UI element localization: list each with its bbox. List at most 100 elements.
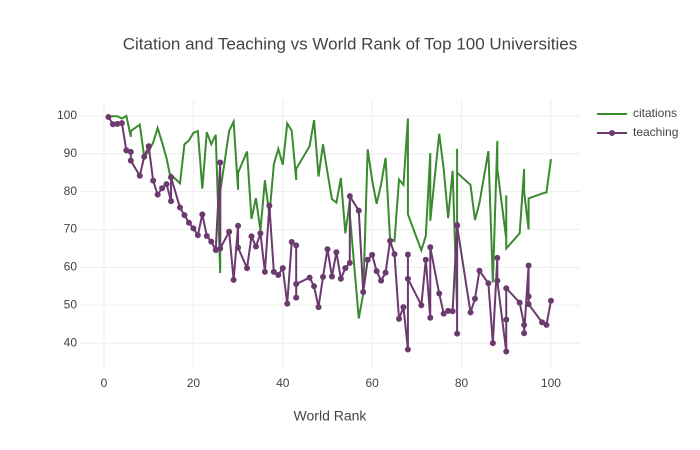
point [494,277,501,284]
point [235,244,242,251]
point [427,314,434,321]
point [346,193,353,200]
point [311,283,318,290]
legend-label: teaching [633,125,678,139]
point [503,348,510,355]
point [109,121,116,128]
y-tick-label: 40 [64,335,78,349]
point [145,143,152,150]
point [373,268,380,275]
point [194,232,201,239]
point [454,222,461,229]
point [369,251,376,258]
point [141,153,148,160]
point [127,148,134,155]
point [168,198,175,205]
point [181,212,188,219]
point [485,280,492,287]
point [516,299,523,306]
point [471,295,478,302]
point [404,251,411,258]
series-line [108,114,552,319]
legend-marker [609,130,615,136]
legend-label: citations [633,106,677,120]
point [521,330,528,337]
point [154,191,161,198]
x-axis-title: World Rank [294,408,368,424]
point [293,294,300,301]
point [391,251,398,258]
point [320,273,327,280]
point [494,254,501,261]
point [118,120,125,127]
point [114,120,121,127]
point [404,346,411,353]
point [315,304,322,311]
point [199,211,206,218]
point [364,256,371,263]
point [217,159,224,166]
point [150,177,157,184]
point [436,290,443,297]
point [293,281,300,288]
y-tick-label: 100 [57,108,77,122]
y-tick-label: 50 [64,297,78,311]
point [306,274,313,281]
point [342,265,349,272]
point [333,249,340,256]
x-tick-label: 80 [455,376,469,390]
point [355,207,362,214]
chart-title: Citation and Teaching vs World Rank of T… [123,34,578,53]
point [136,172,143,179]
point [525,293,532,300]
point [235,222,242,229]
point [266,202,273,209]
point [261,268,268,275]
point [324,246,331,253]
x-tick-label: 40 [276,376,290,390]
point [404,275,411,282]
point [387,237,394,244]
point [337,275,344,282]
point [248,233,255,240]
point [521,321,528,328]
point [539,319,546,326]
point [208,238,215,245]
point [467,309,474,316]
x-tick-label: 60 [365,376,379,390]
series-line [107,116,552,352]
point [159,185,166,192]
point [547,297,554,304]
point [360,288,367,295]
point [503,316,510,323]
point [525,301,532,308]
point [275,271,282,278]
y-tick-label: 60 [64,260,78,274]
point [288,239,295,246]
point [454,330,461,337]
point [105,114,112,121]
point [190,225,197,232]
point [168,174,175,181]
point [328,273,335,280]
point [400,304,407,311]
point [257,230,264,237]
point [395,315,402,322]
point [244,265,251,272]
point [489,340,496,347]
y-tick-label: 90 [64,146,78,160]
x-tick-label: 100 [541,376,561,390]
point [543,321,550,328]
point [279,265,286,272]
point [346,259,353,266]
point [418,302,425,309]
point [427,244,434,251]
x-tick-label: 20 [187,376,201,390]
point [445,307,452,314]
point [449,308,456,315]
point [440,310,447,317]
point [422,256,429,263]
point [503,285,510,292]
point [185,219,192,226]
